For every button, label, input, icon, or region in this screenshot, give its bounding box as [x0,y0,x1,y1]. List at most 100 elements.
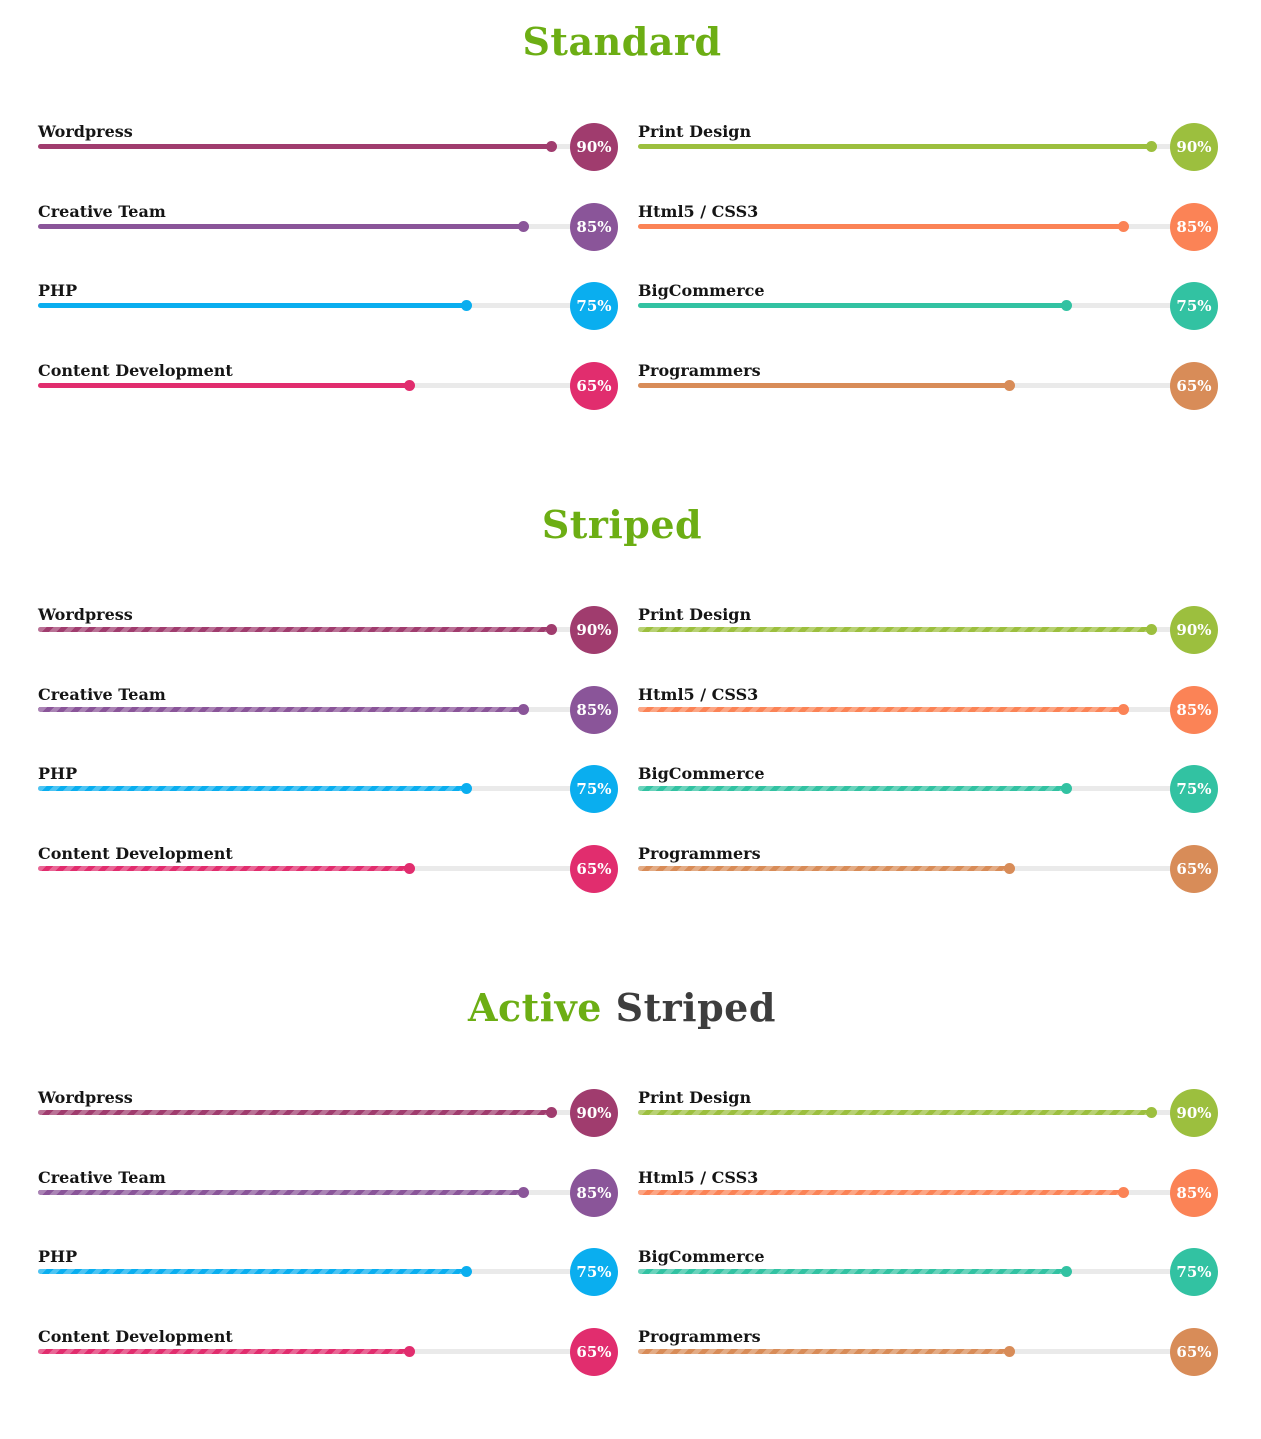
progress-fill [638,1269,1066,1274]
progress-handle [546,624,557,635]
progress-fill [638,383,1009,388]
progress-fill [638,224,1123,229]
skill-creative-team: Creative Team 85% [38,685,619,745]
progress-track [38,1187,598,1198]
progress-fill [638,707,1123,712]
skill-bigcommerce: BigCommerce 75% [638,764,1219,824]
percent-badge: 65% [1170,1328,1218,1376]
skill-php: PHP 75% [38,1247,619,1307]
skill-label: Creative Team [38,685,166,704]
progress-fill [38,1190,523,1195]
progress-fill [638,786,1066,791]
percent-badge: 90% [570,123,618,171]
percent-badge: 65% [570,1328,618,1376]
skill-label: Wordpress [38,1088,133,1107]
progress-track [38,704,598,715]
progress-track [38,1346,598,1357]
skill-label: Creative Team [38,202,166,221]
progress-track [38,380,598,391]
progress-fill [38,786,466,791]
skill-html5-css3: Html5 / CSS3 85% [638,1168,1219,1228]
progress-handle [1004,863,1015,874]
percent-badge: 85% [570,686,618,734]
skill-print-design: Print Design 90% [638,605,1219,665]
percent-badge: 75% [1170,765,1218,813]
progress-handle [1146,141,1157,152]
progress-fill [38,627,551,632]
skill-creative-team: Creative Team 85% [38,1168,619,1228]
percent-badge: 90% [1170,123,1218,171]
progress-handle [1146,1107,1157,1118]
skill-wordpress: Wordpress 90% [38,605,619,665]
progress-track [638,380,1198,391]
percent-badge: 65% [570,362,618,410]
skill-label: PHP [38,281,78,300]
section-title-dark: Striped [615,985,776,1030]
skill-label: Programmers [638,361,761,380]
percent-badge: 75% [570,1248,618,1296]
progress-fill [638,144,1151,149]
percent-badge: 65% [570,845,618,893]
skill-label: Content Development [38,1327,233,1346]
progress-handle [461,783,472,794]
progress-fill [638,303,1066,308]
skill-content-development: Content Development 65% [38,1327,619,1387]
progress-track [638,1266,1198,1277]
skill-bigcommerce: BigCommerce 75% [638,281,1219,341]
section-title-standard: Standard [0,20,1244,64]
progress-fill [638,1110,1151,1115]
progress-fill [38,303,466,308]
progress-track [38,1266,598,1277]
skill-label: Programmers [638,1327,761,1346]
progress-handle [1118,221,1129,232]
section-title-striped: Striped [0,503,1244,547]
section-title-accent: Striped [541,502,703,547]
percent-badge: 85% [1170,1169,1218,1217]
skill-print-design: Print Design 90% [638,1088,1219,1148]
progress-track [38,863,598,874]
progress-track [638,624,1198,635]
skill-label: BigCommerce [638,764,765,783]
skill-content-development: Content Development 65% [38,361,619,421]
skill-label: PHP [38,764,78,783]
progress-handle [546,141,557,152]
skill-content-development: Content Development 65% [38,844,619,904]
progress-fill [638,866,1009,871]
percent-badge: 90% [1170,1089,1218,1137]
skill-label: Print Design [638,122,752,141]
progress-handle [1061,783,1072,794]
skill-programmers: Programmers 65% [638,844,1219,904]
skill-creative-team: Creative Team 85% [38,202,619,262]
percent-badge: 90% [570,606,618,654]
skill-label: BigCommerce [638,281,765,300]
progress-track [38,221,598,232]
progress-fill [38,866,409,871]
skill-programmers: Programmers 65% [638,361,1219,421]
skill-print-design: Print Design 90% [638,122,1219,182]
percent-badge: 90% [1170,606,1218,654]
percent-badge: 90% [570,1089,618,1137]
progress-fill [638,1349,1009,1354]
skill-label: PHP [38,1247,78,1266]
percent-badge: 85% [570,203,618,251]
progress-handle [1004,1346,1015,1357]
progress-handle [1004,380,1015,391]
progress-fill [38,1349,409,1354]
skill-label: BigCommerce [638,1247,765,1266]
progress-handle [546,1107,557,1118]
progress-handle [1061,1266,1072,1277]
progress-track [638,1346,1198,1357]
progress-fill [38,707,523,712]
progress-track [638,300,1198,311]
percent-badge: 75% [570,282,618,330]
percent-badge: 75% [1170,282,1218,330]
percent-badge: 75% [570,765,618,813]
progress-handle [404,863,415,874]
skill-label: Print Design [638,1088,752,1107]
skill-wordpress: Wordpress 90% [38,1088,619,1148]
percent-badge: 85% [570,1169,618,1217]
progress-handle [404,1346,415,1357]
progress-fill [38,383,409,388]
progress-track [638,1187,1198,1198]
percent-badge: 75% [1170,1248,1218,1296]
